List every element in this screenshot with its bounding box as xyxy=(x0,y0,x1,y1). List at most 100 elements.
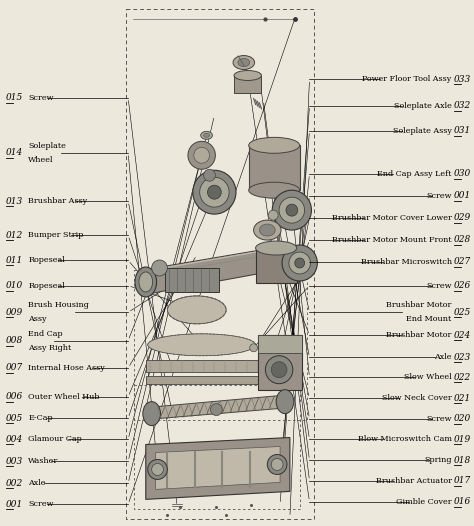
Text: Assy Right: Assy Right xyxy=(28,343,72,352)
Text: E-Cap: E-Cap xyxy=(28,414,53,422)
Text: Assy: Assy xyxy=(28,315,46,323)
Circle shape xyxy=(152,260,167,276)
Circle shape xyxy=(267,454,287,474)
Text: 005: 005 xyxy=(6,414,23,423)
Bar xyxy=(249,145,300,190)
Circle shape xyxy=(279,197,305,223)
Circle shape xyxy=(268,210,278,220)
Text: Brushbar Microswitch: Brushbar Microswitch xyxy=(361,258,452,266)
Polygon shape xyxy=(143,245,290,295)
Text: 003: 003 xyxy=(6,457,23,466)
Text: 016: 016 xyxy=(454,497,471,506)
Text: End Mount: End Mount xyxy=(406,315,452,323)
Ellipse shape xyxy=(254,220,281,240)
Ellipse shape xyxy=(238,58,250,66)
Text: Axle: Axle xyxy=(434,353,452,361)
Circle shape xyxy=(194,147,210,163)
Circle shape xyxy=(289,252,310,274)
Text: Wheel: Wheel xyxy=(28,156,54,164)
Ellipse shape xyxy=(167,296,226,324)
Text: Brushbar Motor Cover Lower: Brushbar Motor Cover Lower xyxy=(332,214,452,222)
Ellipse shape xyxy=(249,182,300,198)
Circle shape xyxy=(271,459,283,470)
Text: 008: 008 xyxy=(6,336,23,345)
Text: Brushbar Assy: Brushbar Assy xyxy=(28,197,87,205)
Text: Screw: Screw xyxy=(426,415,452,423)
Bar xyxy=(146,360,291,372)
Ellipse shape xyxy=(259,224,275,236)
Text: Slow Neck Cover: Slow Neck Cover xyxy=(382,394,452,402)
Text: 011: 011 xyxy=(6,256,23,265)
Text: 002: 002 xyxy=(6,479,23,488)
Bar xyxy=(146,376,291,383)
Text: 025: 025 xyxy=(454,308,471,317)
Polygon shape xyxy=(146,394,290,420)
Text: 032: 032 xyxy=(454,101,471,110)
Circle shape xyxy=(210,403,222,416)
Circle shape xyxy=(272,190,311,230)
Text: End Cap Assy Left: End Cap Assy Left xyxy=(377,170,452,178)
Text: 017: 017 xyxy=(454,476,471,485)
Text: Brush Housing: Brush Housing xyxy=(28,301,89,309)
Text: 009: 009 xyxy=(6,308,23,317)
Ellipse shape xyxy=(143,402,161,426)
Ellipse shape xyxy=(201,132,212,139)
Text: Ropeseal: Ropeseal xyxy=(28,256,65,265)
Circle shape xyxy=(286,204,298,216)
Circle shape xyxy=(250,344,257,352)
Bar xyxy=(257,335,301,353)
Text: Ropeseal: Ropeseal xyxy=(28,281,65,289)
Text: 022: 022 xyxy=(454,373,471,382)
Text: 006: 006 xyxy=(6,392,23,401)
Text: 027: 027 xyxy=(454,257,471,267)
Text: Washer: Washer xyxy=(28,457,58,466)
Ellipse shape xyxy=(233,56,255,69)
Text: Slow Wheel: Slow Wheel xyxy=(404,373,452,381)
Bar xyxy=(234,76,262,94)
Ellipse shape xyxy=(255,241,297,255)
Text: Screw: Screw xyxy=(28,94,54,102)
Text: Bumper Strip: Bumper Strip xyxy=(28,231,83,239)
Bar xyxy=(255,248,297,283)
Text: 001: 001 xyxy=(6,500,23,509)
Circle shape xyxy=(188,141,215,169)
Text: 015: 015 xyxy=(6,93,23,102)
Text: 007: 007 xyxy=(6,363,23,372)
Bar xyxy=(257,335,301,390)
Text: 029: 029 xyxy=(454,214,471,222)
Text: 024: 024 xyxy=(454,331,471,340)
Text: 023: 023 xyxy=(454,353,471,362)
Circle shape xyxy=(148,460,167,479)
Text: Soleplate: Soleplate xyxy=(28,142,66,150)
Ellipse shape xyxy=(276,390,294,413)
Text: Axle: Axle xyxy=(28,479,46,487)
Text: Brushbar Actuator: Brushbar Actuator xyxy=(375,477,452,485)
Text: Glamour Cap: Glamour Cap xyxy=(28,436,82,443)
Ellipse shape xyxy=(139,272,153,292)
Text: 004: 004 xyxy=(6,435,23,444)
Polygon shape xyxy=(155,447,280,489)
Ellipse shape xyxy=(234,70,262,80)
Text: 026: 026 xyxy=(454,281,471,290)
Text: 014: 014 xyxy=(6,148,23,157)
Ellipse shape xyxy=(204,134,210,137)
Text: Power Floor Tool Assy: Power Floor Tool Assy xyxy=(363,75,452,84)
Text: 019: 019 xyxy=(454,435,471,444)
Text: Spring: Spring xyxy=(424,456,452,464)
Text: 010: 010 xyxy=(6,281,23,290)
Text: 031: 031 xyxy=(454,126,471,135)
Circle shape xyxy=(204,169,215,181)
Text: 018: 018 xyxy=(454,456,471,465)
Circle shape xyxy=(200,177,229,207)
Circle shape xyxy=(295,258,305,268)
Bar xyxy=(165,268,219,292)
Circle shape xyxy=(152,463,164,476)
Ellipse shape xyxy=(148,334,255,356)
Text: 020: 020 xyxy=(454,414,471,423)
Circle shape xyxy=(208,185,221,199)
Text: 012: 012 xyxy=(6,231,23,240)
Text: Soleplate Assy: Soleplate Assy xyxy=(393,127,452,135)
Text: 013: 013 xyxy=(6,197,23,206)
Text: Outer Wheel Hub: Outer Wheel Hub xyxy=(28,393,100,401)
Text: Blow Microswitch Cam: Blow Microswitch Cam xyxy=(357,436,452,443)
